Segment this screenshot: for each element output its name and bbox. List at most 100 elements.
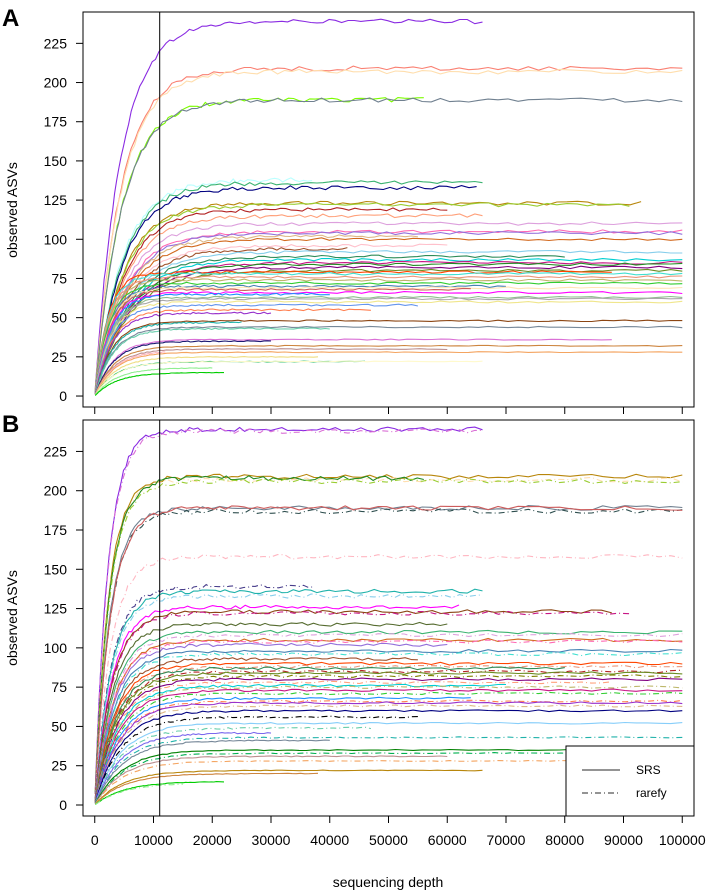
- y-tick-label: 150: [44, 153, 68, 169]
- series-line: [94, 610, 630, 799]
- series-line: [94, 254, 565, 394]
- panel-b: B 0 10000 20000 30000 40000 50000 60000 70000 80…: [2, 411, 706, 848]
- series-line: [94, 268, 683, 394]
- x-tick-label: 10000: [134, 832, 173, 848]
- panel-b-series: [94, 426, 683, 806]
- series-line: [94, 180, 483, 392]
- series-line: [94, 292, 330, 393]
- legend-rarefy-label: rarefy: [636, 786, 667, 800]
- series-line: [94, 661, 683, 802]
- y-tick-label: 225: [44, 443, 68, 459]
- x-tick-label: 40000: [310, 832, 349, 848]
- series-line: [94, 648, 683, 801]
- y-tick-label: 150: [44, 561, 68, 577]
- series-line: [94, 699, 683, 803]
- series-line: [94, 351, 683, 396]
- x-tick-label: 20000: [193, 832, 232, 848]
- legend-srs-label: SRS: [636, 763, 661, 777]
- panel-b-letter: B: [2, 411, 19, 438]
- panel-a: A 0 25 50 75 100 125 150 175 200 225 observed ASV…: [2, 5, 695, 414]
- series-line: [94, 97, 683, 390]
- series-line: [94, 278, 683, 392]
- x-tick-label: 90000: [604, 832, 643, 848]
- series-line: [94, 473, 683, 792]
- series-line: [94, 249, 683, 394]
- series-line: [94, 348, 448, 395]
- legend-box: [565, 745, 695, 817]
- series-line: [94, 234, 418, 394]
- y-tick-label: 175: [44, 522, 68, 538]
- y-tick-label: 200: [44, 75, 68, 91]
- series-line: [94, 783, 183, 805]
- panel-a-axes: 0 25 50 75 100 125 150 175 200 225: [44, 35, 683, 414]
- x-tick-label: 80000: [545, 832, 584, 848]
- y-tick-label: 225: [44, 35, 68, 51]
- series-line: [94, 18, 483, 388]
- y-tick-label: 25: [51, 349, 67, 365]
- series-line: [94, 726, 372, 804]
- series-line: [94, 275, 683, 392]
- series-line: [94, 237, 683, 394]
- series-line: [94, 213, 483, 393]
- series-line: [94, 297, 683, 393]
- series-line: [94, 669, 683, 802]
- series-line: [95, 769, 483, 805]
- series-line: [94, 367, 213, 396]
- x-tick-label: 60000: [428, 832, 467, 848]
- x-tick-label: 30000: [252, 832, 291, 848]
- series-line: [94, 338, 612, 395]
- series-line: [94, 739, 330, 804]
- series-line: [94, 588, 483, 798]
- series-line: [94, 303, 419, 394]
- series-line: [94, 230, 683, 394]
- series-line: [94, 652, 683, 801]
- series-line: [95, 371, 225, 396]
- series-line: [94, 704, 683, 803]
- series-line: [94, 360, 483, 396]
- series-line: [94, 428, 483, 790]
- series-line: [94, 748, 683, 805]
- y-tick-label: 75: [51, 270, 67, 286]
- series-line: [94, 621, 448, 800]
- series-line: [94, 671, 683, 802]
- series-line: [94, 476, 683, 792]
- y-tick-label: 0: [59, 388, 67, 404]
- series-line: [94, 281, 683, 392]
- x-tick-label: 0: [91, 832, 99, 848]
- series-line: [94, 325, 683, 394]
- series-line: [94, 721, 683, 804]
- panel-b-frame: [82, 419, 695, 817]
- series-line: [94, 319, 683, 394]
- series-line: [94, 677, 683, 802]
- series-line: [94, 736, 683, 804]
- series-line: [94, 300, 683, 393]
- series-line: [95, 781, 225, 806]
- legend: SRS rarefy: [565, 745, 695, 817]
- x-tick-label: 50000: [369, 832, 408, 848]
- series-line: [94, 340, 272, 395]
- x-tick-label: 70000: [487, 832, 526, 848]
- series-line: [94, 629, 683, 800]
- series-line: [94, 688, 683, 803]
- series-line: [94, 755, 448, 805]
- series-line: [94, 327, 330, 395]
- series-line: [94, 554, 683, 797]
- series-line: [94, 637, 683, 800]
- series-line: [94, 344, 683, 395]
- panel-a-y-axis-label: observed ASVs: [4, 162, 20, 258]
- series-line: [94, 666, 565, 802]
- y-tick-label: 100: [44, 231, 68, 247]
- y-tick-label: 75: [51, 679, 67, 695]
- y-tick-label: 200: [44, 483, 68, 499]
- series-line: [94, 674, 683, 802]
- panel-b-axes: 0 10000 20000 30000 40000 50000 60000 70000 8000…: [44, 443, 706, 848]
- panel-a-series: [94, 18, 683, 396]
- x-axis-label: sequencing depth: [333, 874, 444, 890]
- y-tick-label: 125: [44, 192, 68, 208]
- series-line: [94, 760, 683, 805]
- y-tick-label: 25: [51, 758, 67, 774]
- y-tick-label: 100: [44, 640, 68, 656]
- series-line: [94, 701, 683, 803]
- series-line: [94, 642, 448, 801]
